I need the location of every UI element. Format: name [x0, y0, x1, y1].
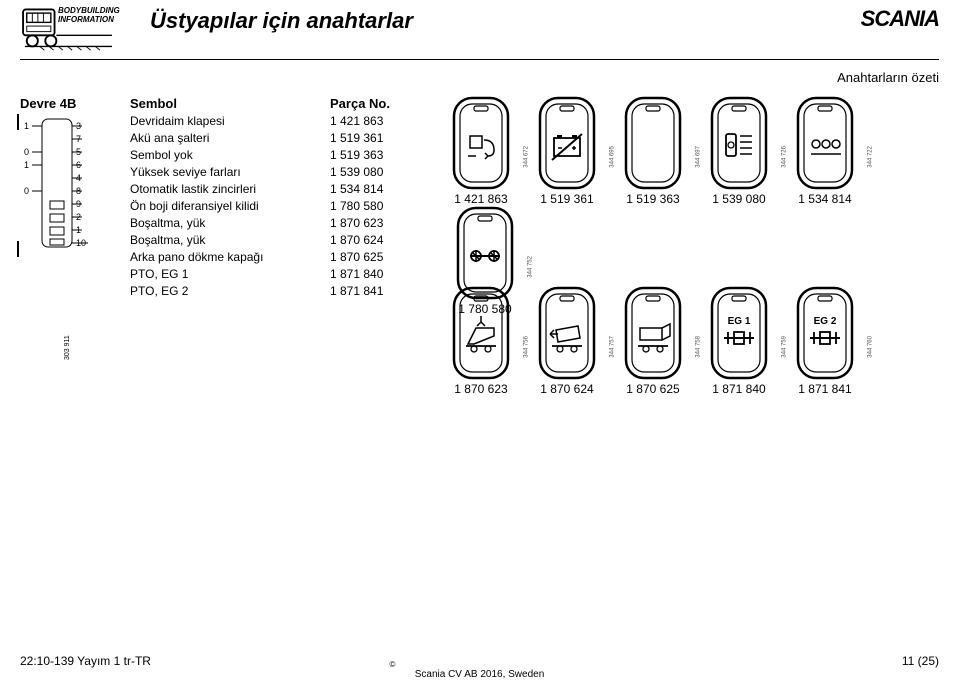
part-cell: 1 519 363: [330, 147, 420, 164]
rocker-switch-icon: [452, 96, 510, 190]
rocker-switch-icon: [624, 286, 682, 380]
bodybuild-line2: INFORMATION: [58, 15, 114, 24]
switch-item: EG 2344 7601 871 841: [784, 286, 866, 396]
rocker-switch-icon: [710, 96, 768, 190]
switch-item: 344 7561 870 623: [440, 286, 522, 396]
circuit-diagram: 3 7 5 6 4 8 9 2 1 10 1 0 1 0: [20, 115, 102, 255]
switch-part-number: 1 871 840: [698, 382, 780, 396]
part-cell: 1 539 080: [330, 164, 420, 181]
symbol-cell: Boşaltma, yük: [130, 215, 330, 232]
circuit-side-id: 303 911: [64, 335, 71, 360]
part-cell: 1 519 361: [330, 130, 420, 147]
svg-text:EG 1: EG 1: [728, 316, 751, 327]
footer-center: Scania CV AB 2016, Sweden: [415, 669, 545, 680]
switch-part-number: 1 519 361: [526, 192, 608, 206]
switch-item: 344 6721 421 863: [440, 96, 522, 206]
symbol-cell: Arka pano dökme kapağı: [130, 249, 330, 266]
bodybuild-line1: BODYBUILDING: [58, 6, 120, 15]
circuit-heading: Devre 4B: [20, 96, 110, 111]
switch-side-id: 344 752: [528, 256, 534, 278]
switch-item: 344 7261 539 080: [698, 96, 780, 206]
rocker-switch-icon: [796, 96, 854, 190]
symbol-cell: Sembol yok: [130, 147, 330, 164]
part-cell: 1 870 624: [330, 232, 420, 249]
page-header: BODYBUILDING INFORMATION Üstyapılar için…: [20, 0, 939, 60]
svg-text:0: 0: [24, 186, 29, 196]
change-bar: [17, 241, 19, 257]
symbol-cell: Devridaim klapesi: [130, 113, 330, 130]
symbol-cell: PTO, EG 1: [130, 266, 330, 283]
switch-side-id: 344 722: [868, 146, 874, 168]
circuit-column: Devre 4B 3 7 5 6 4 8 9 2 1 10 1 0 1 0: [20, 96, 110, 260]
switch-item: 344 7221 534 814: [784, 96, 866, 206]
part-heading: Parça No.: [330, 96, 420, 111]
footer-right: 11 (25): [902, 654, 939, 668]
switch-part-number: 1 870 624: [526, 382, 608, 396]
switch-part-number: 1 870 623: [440, 382, 522, 396]
switch-row-1: 344 6721 421 863344 6951 519 361344 6971…: [440, 96, 939, 316]
part-cell: 1 871 840: [330, 266, 420, 283]
brand-logo: SCANIA: [861, 6, 939, 32]
switch-part-number: 1 539 080: [698, 192, 780, 206]
symbol-cell: Yüksek seviye farları: [130, 164, 330, 181]
switch-part-number: 1 519 363: [612, 192, 694, 206]
switch-item: EG 1344 7591 871 840: [698, 286, 780, 396]
symbol-cell: Otomatik lastik zincirleri: [130, 181, 330, 198]
symbol-cell: Ön boji diferansiyel kilidi: [130, 198, 330, 215]
change-bar: [17, 114, 19, 130]
switch-part-number: 1 534 814: [784, 192, 866, 206]
rocker-switch-icon: [452, 286, 510, 380]
rocker-switch-icon: EG 1: [710, 286, 768, 380]
switch-item: 344 7581 870 625: [612, 286, 694, 396]
symbol-column: Sembol Devridaim klapesiAkü ana şalteriS…: [130, 96, 330, 300]
symbol-cell: Boşaltma, yük: [130, 232, 330, 249]
part-cell: 1 534 814: [330, 181, 420, 198]
rocker-switch-icon: EG 2: [796, 286, 854, 380]
svg-text:0: 0: [24, 147, 29, 157]
svg-text:EG 2: EG 2: [814, 316, 837, 327]
part-column: Parça No. 1 421 8631 519 3611 519 3631 5…: [330, 96, 420, 300]
switch-part-number: 1 421 863: [440, 192, 522, 206]
part-cell: 1 780 580: [330, 198, 420, 215]
part-cell: 1 870 623: [330, 215, 420, 232]
page-title: Üstyapılar için anahtarlar: [150, 8, 413, 34]
svg-text:1: 1: [24, 121, 29, 131]
svg-text:1: 1: [24, 160, 29, 170]
footer-left: 22:10-139 Yayım 1 tr-TR: [20, 654, 151, 668]
switch-side-id: 344 760: [868, 336, 874, 358]
copyright-icon: ©: [390, 660, 396, 669]
part-cell: 1 871 841: [330, 283, 420, 300]
symbol-heading: Sembol: [130, 96, 330, 111]
switch-item: 344 7571 870 624: [526, 286, 608, 396]
switch-part-number: 1 871 841: [784, 382, 866, 396]
bodybuild-label: BODYBUILDING INFORMATION: [58, 6, 120, 24]
switch-item: 344 6971 519 363: [612, 96, 694, 206]
rocker-switch-icon: [538, 96, 596, 190]
rocker-switch-icon: [538, 286, 596, 380]
switch-item: 344 6951 519 361: [526, 96, 608, 206]
symbol-cell: Akü ana şalteri: [130, 130, 330, 147]
part-cell: 1 421 863: [330, 113, 420, 130]
page-subtitle: Anahtarların özeti: [837, 70, 939, 85]
switch-part-number: 1 870 625: [612, 382, 694, 396]
part-cell: 1 870 625: [330, 249, 420, 266]
switch-row-2: 344 7561 870 623344 7571 870 624344 7581…: [440, 286, 866, 396]
symbol-cell: PTO, EG 2: [130, 283, 330, 300]
rocker-switch-icon: [624, 96, 682, 190]
